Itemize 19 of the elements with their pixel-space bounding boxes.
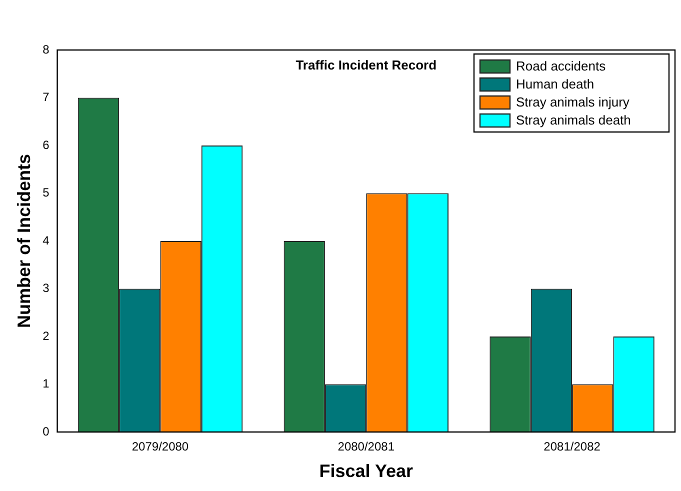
y-tick-label: 2: [42, 328, 50, 343]
y-tick-label: 6: [42, 138, 50, 152]
x-axis-title: Fiscal Year: [319, 461, 414, 482]
y-tick-label: 4: [42, 233, 50, 248]
y-tick-label: 3: [42, 281, 50, 296]
y-tick-label: 5: [42, 186, 50, 200]
legend-label: Stray animals injury: [516, 94, 630, 110]
y-tick-label: 0: [42, 424, 50, 438]
y-tick-label: 8: [42, 42, 50, 56]
legend-label: Stray animals death: [516, 112, 631, 128]
y-tick-label: 1: [42, 376, 50, 391]
y-tick-label: 7: [42, 90, 50, 104]
x-tick-label: 2081/2082: [544, 440, 601, 454]
legend-label: Human death: [516, 76, 594, 92]
legend-label: Road accidents: [516, 58, 606, 74]
x-tick-label: 2079/2080: [132, 440, 189, 454]
x-tick-label: 2080/2081: [338, 440, 395, 454]
text: Traffic Incident Record: [296, 58, 437, 73]
y-axis-title: Number of Incidents: [14, 154, 34, 328]
